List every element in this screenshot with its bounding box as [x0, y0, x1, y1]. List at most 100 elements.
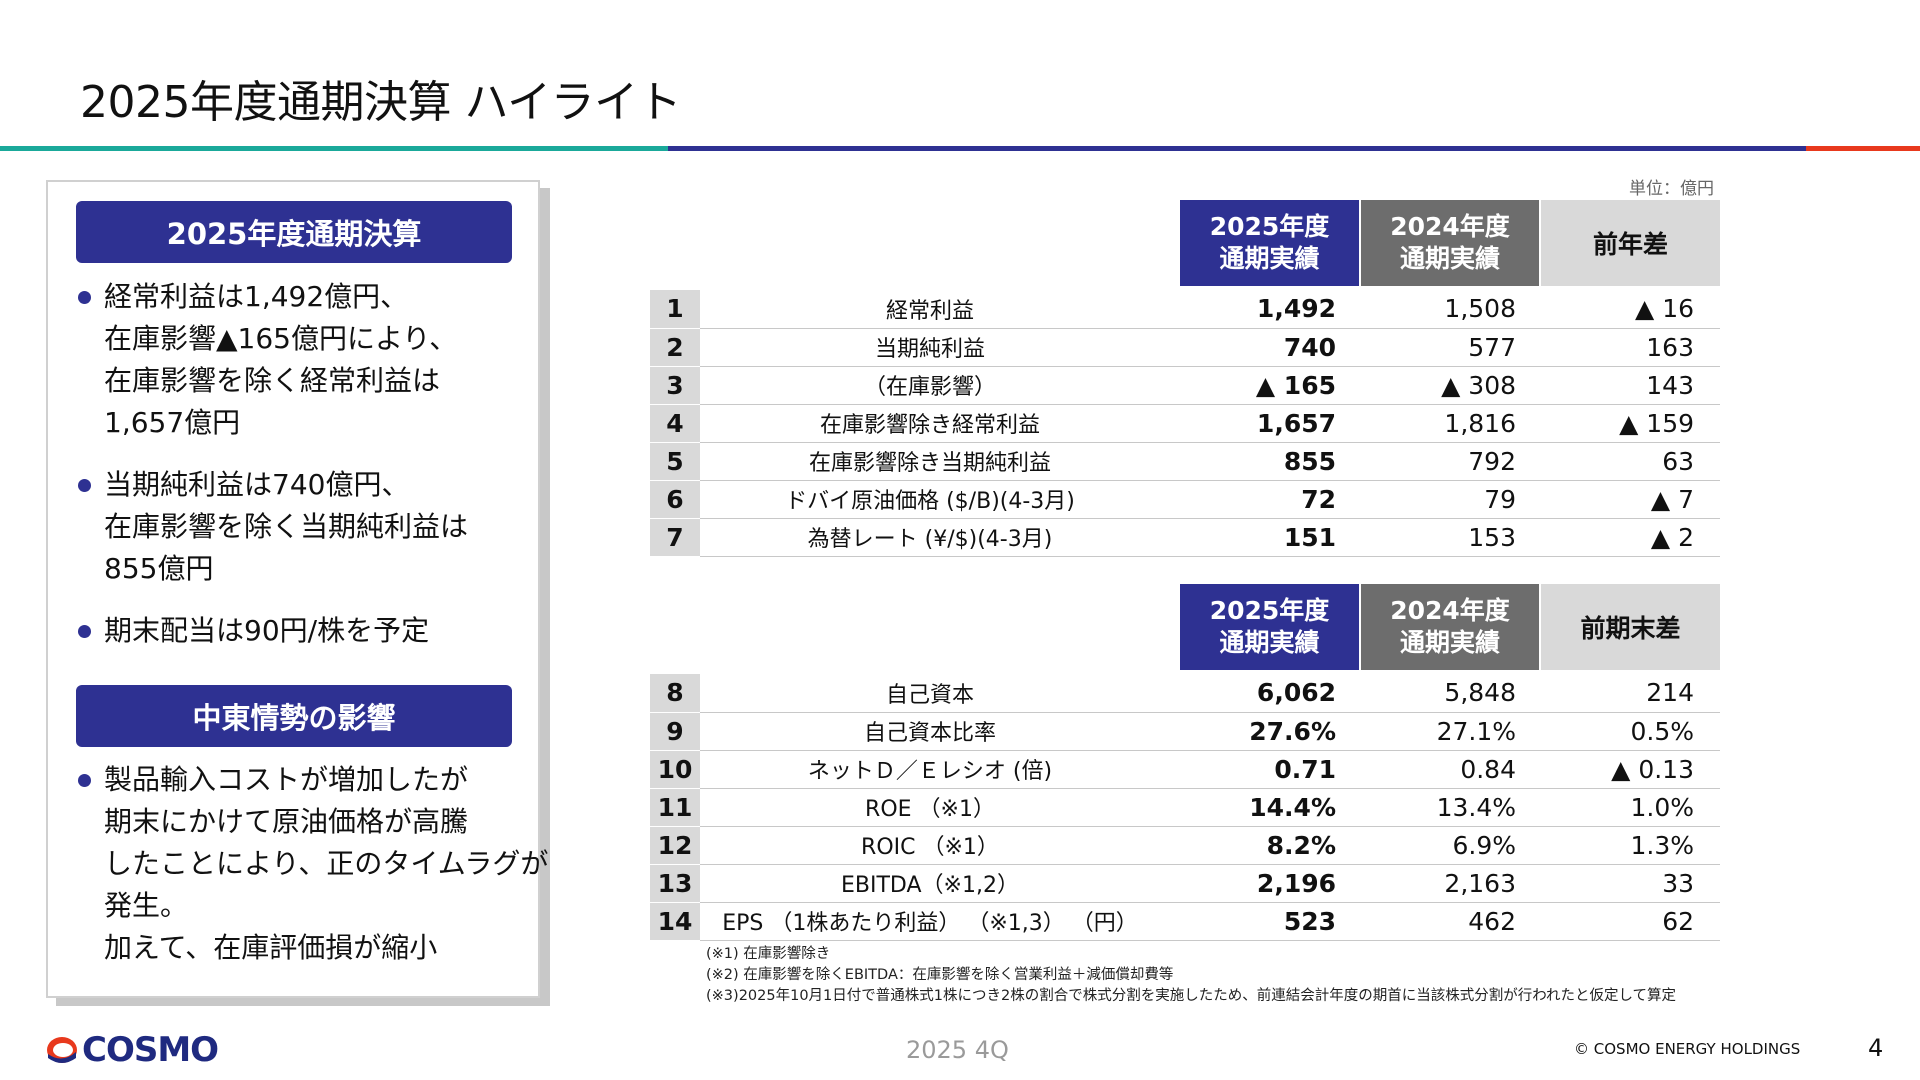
cosmo-logo: COSMO [46, 1030, 219, 1070]
annual-results-table: 2025年度 通期実績 2024年度 通期実績 前年差 1 経常利益 1,492 1,508 ▲ … [650, 200, 1720, 557]
row-number: 3 [650, 366, 700, 405]
cosmo-logo-mark [46, 1034, 78, 1066]
row-label: 在庫影響除き経常利益 [700, 404, 1180, 443]
bullet-line: 当期純利益は740億円、 [104, 468, 410, 501]
row-label: ROE （※1） [700, 788, 1180, 827]
header-blank [650, 584, 700, 670]
row-label: ドバイ原油価格 ($/B)(4-3月) [700, 480, 1180, 519]
bullet-item: 製品輸入コストが増加したが 期末にかけて原油価格が高騰 したことにより、正のタイムラ… [76, 759, 548, 969]
value-current: 523 [1180, 902, 1360, 941]
footnote-line: (※3)2025年10月1日付で普通株式1株につき2株の割合で株式分割を実施した… [706, 988, 1677, 1004]
row-number: 14 [650, 902, 700, 941]
value-current: 14.4% [1180, 788, 1360, 827]
bullet-dot-icon [78, 291, 91, 304]
row-number: 5 [650, 442, 700, 481]
table-row: 11 ROE （※1） 14.4% 13.4% 1.0% [650, 788, 1720, 827]
table-header-row: 2025年度 通期実績 2024年度 通期実績 前期末差 [650, 584, 1720, 670]
bullet-line: 1,657億円 [104, 406, 241, 439]
table-row: 7 為替レート (¥/$)(4-3月) 151 153 ▲ 2 [650, 518, 1720, 557]
value-previous: 13.4% [1360, 788, 1540, 827]
header-previous-year: 2024年度 通期実績 [1360, 200, 1541, 286]
table-row: 12 ROIC （※1） 8.2% 6.9% 1.3% [650, 826, 1720, 865]
value-previous: 1,816 [1360, 404, 1540, 443]
section-heading-middle-east: 中東情勢の影響 [76, 685, 512, 747]
value-previous: 1,508 [1360, 290, 1540, 329]
bullet-item: 経常利益は1,492億円、 在庫影響▲165億円により、 在庫影響を除く経常利益は 1… [76, 276, 536, 444]
bullet-line: 製品輸入コストが増加したが [104, 763, 469, 796]
value-current: 855 [1180, 442, 1360, 481]
table-header-row: 2025年度 通期実績 2024年度 通期実績 前年差 [650, 200, 1720, 286]
bullet-item: 当期純利益は740億円、 在庫影響を除く当期純利益は 855億円 [76, 464, 536, 590]
bullet-dot-icon [78, 774, 91, 787]
row-label: ROIC （※1） [700, 826, 1180, 865]
value-difference: 214 [1540, 674, 1720, 713]
value-difference: 62 [1540, 902, 1720, 941]
header-current-year: 2025年度 通期実績 [1180, 584, 1361, 670]
bullet-line: 加えて、在庫評価損が縮小 [104, 931, 438, 964]
header-current-year: 2025年度 通期実績 [1180, 200, 1361, 286]
row-number: 9 [650, 712, 700, 751]
table-row: 2 当期純利益 740 577 163 [650, 328, 1720, 367]
value-difference: ▲ 0.13 [1540, 750, 1720, 789]
value-difference: ▲ 16 [1540, 290, 1720, 329]
row-number: 6 [650, 480, 700, 519]
row-label: （在庫影響） [700, 366, 1180, 405]
value-current: 8.2% [1180, 826, 1360, 865]
header-blank [650, 200, 700, 286]
table-row: 1 経常利益 1,492 1,508 ▲ 16 [650, 290, 1720, 329]
row-label: EPS （1株あたり利益） （※1,3） （円） [700, 902, 1180, 941]
row-label: 為替レート (¥/$)(4-3月) [700, 518, 1180, 557]
page-number: 4 [1868, 1034, 1884, 1062]
row-number: 10 [650, 750, 700, 789]
row-label: ネットＤ／Ｅレシオ (倍) [700, 750, 1180, 789]
middle-east-bullet-list: 製品輸入コストが増加したが 期末にかけて原油価格が高騰 したことにより、正のタイムラ… [76, 759, 548, 989]
value-difference: 1.0% [1540, 788, 1720, 827]
row-number: 2 [650, 328, 700, 367]
title-rule-navy [668, 146, 1806, 151]
value-difference: 1.3% [1540, 826, 1720, 865]
table-row: 14 EPS （1株あたり利益） （※1,3） （円） 523 462 62 [650, 902, 1720, 941]
value-current: 151 [1180, 518, 1360, 557]
row-number: 8 [650, 674, 700, 713]
table-row: 13 EBITDA（※1,2） 2,196 2,163 33 [650, 864, 1720, 903]
bullet-line: 在庫影響を除く当期純利益は [104, 510, 469, 543]
header-line: 2025年度 [1209, 212, 1330, 241]
value-previous: ▲ 308 [1360, 366, 1540, 405]
value-previous: 27.1% [1360, 712, 1540, 751]
value-current: ▲ 165 [1180, 366, 1360, 405]
row-number: 4 [650, 404, 700, 443]
value-previous: 462 [1360, 902, 1540, 941]
value-previous: 792 [1360, 442, 1540, 481]
value-current: 0.71 [1180, 750, 1360, 789]
row-label: 在庫影響除き当期純利益 [700, 442, 1180, 481]
value-difference: ▲ 159 [1540, 404, 1720, 443]
header-line: 2024年度 [1390, 596, 1510, 625]
unit-label: 単位：億円 [1629, 179, 1714, 199]
header-previous-year: 2024年度 通期実績 [1360, 584, 1541, 670]
value-previous: 577 [1360, 328, 1540, 367]
value-current: 27.6% [1180, 712, 1360, 751]
row-number: 11 [650, 788, 700, 827]
summary-panel [46, 180, 540, 998]
bullet-line: 在庫影響▲165億円により、 [104, 322, 458, 355]
header-line: 2025年度 [1209, 596, 1330, 625]
table-row: 10 ネットＤ／Ｅレシオ (倍) 0.71 0.84 ▲ 0.13 [650, 750, 1720, 789]
table-row: 6 ドバイ原油価格 ($/B)(4-3月) 72 79 ▲ 7 [650, 480, 1720, 519]
table-row: 4 在庫影響除き経常利益 1,657 1,816 ▲ 159 [650, 404, 1720, 443]
row-number: 13 [650, 864, 700, 903]
header-blank [700, 584, 1180, 670]
footnote-line: (※1) 在庫影響除き [706, 946, 831, 962]
value-current: 1,492 [1180, 290, 1360, 329]
bullet-line: 発生。 [104, 889, 189, 922]
value-current: 72 [1180, 480, 1360, 519]
row-label: 経常利益 [700, 290, 1180, 329]
value-difference: ▲ 7 [1540, 480, 1720, 519]
value-current: 1,657 [1180, 404, 1360, 443]
value-previous: 6.9% [1360, 826, 1540, 865]
header-line: 通期実績 [1399, 628, 1500, 657]
footnotes: (※1) 在庫影響除き (※2) 在庫影響を除くEBITDA：在庫影響を除く営業利… [706, 944, 1676, 1007]
copyright: © COSMO ENERGY HOLDINGS [1574, 1040, 1801, 1058]
balance-metrics-table: 2025年度 通期実績 2024年度 通期実績 前期末差 8 自己資本 6,062 5,848 2… [650, 584, 1720, 941]
row-label: 当期純利益 [700, 328, 1180, 367]
row-number: 7 [650, 518, 700, 557]
